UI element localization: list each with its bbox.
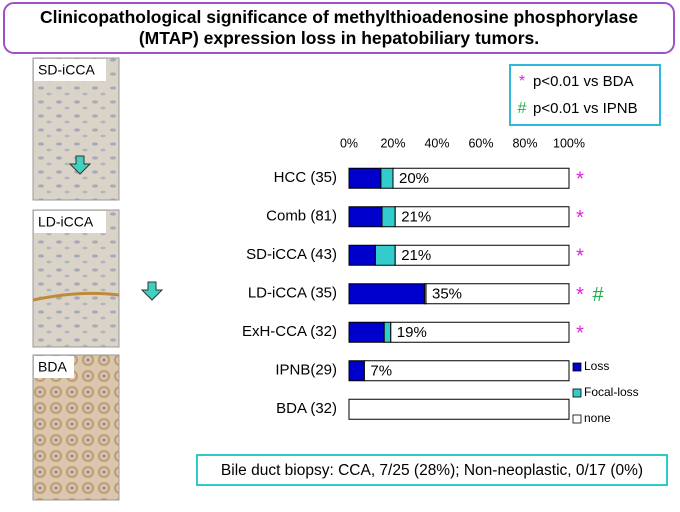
panel-label-bg (34, 356, 74, 378)
legend-label: none (584, 411, 611, 425)
sig-marker: # (592, 284, 604, 306)
title-box (3, 2, 675, 54)
sig-marker: * (576, 323, 584, 345)
sig-symbol: # (518, 100, 527, 117)
bar-segment (374, 244, 396, 266)
panel-label: SD-iCCA (38, 62, 95, 78)
bar-segment (383, 321, 392, 343)
bar-segment (394, 244, 570, 266)
panel-label: LD-iCCA (38, 214, 94, 230)
sig-symbol: * (519, 73, 525, 90)
y-tick-label: IPNB(29) (275, 362, 337, 379)
sig-marker: * (576, 207, 584, 229)
bar-label: 35% (432, 286, 462, 303)
y-tick-label: SD-iCCA (43) (246, 246, 337, 263)
bar-segment (425, 283, 570, 305)
title-wrap: Clinicopathological significance of meth… (39, 7, 638, 48)
bar-segment (394, 206, 570, 228)
bar-segment (392, 167, 570, 189)
legend-label: Focal-loss (584, 385, 639, 399)
x-tick-label: 20% (380, 136, 405, 150)
x-tick-label: 40% (424, 136, 449, 150)
y-tick-label: BDA (32) (276, 400, 337, 417)
sig-marker: * (576, 169, 584, 191)
bar-segment (348, 167, 382, 189)
significance-box (509, 64, 661, 126)
sig-marker: * (576, 284, 584, 306)
bar-label: 19% (397, 324, 427, 341)
x-tick-label: 80% (512, 136, 537, 150)
panel-label-bg (34, 59, 106, 81)
note-box (196, 454, 668, 486)
bar-segment (348, 360, 365, 382)
arrow (68, 155, 92, 175)
panel-label: BDA (38, 359, 67, 375)
micrograph (32, 57, 120, 201)
stained-duct (32, 291, 120, 302)
x-tick-label: 60% (468, 136, 493, 150)
bar-label: 21% (401, 209, 431, 226)
y-tick-label: ExH-CCA (32) (242, 323, 337, 340)
bar-segment (380, 167, 394, 189)
legend-swatch (572, 362, 582, 372)
arrow (140, 281, 164, 301)
chart-title: Clinicopathological significance of meth… (39, 7, 638, 48)
y-tick-label: LD-iCCA (35) (248, 285, 337, 302)
bar-segment (381, 206, 396, 228)
x-tick-label: 0% (340, 136, 358, 150)
sig-text: p<0.01 vs IPNB (533, 100, 638, 117)
legend-swatch (572, 388, 582, 398)
legend-swatch (572, 414, 582, 424)
bar-segment (390, 321, 570, 343)
bar-segment (348, 244, 376, 266)
micrograph (32, 354, 120, 501)
legend-label: Loss (584, 359, 609, 373)
sig-text: p<0.01 vs BDA (533, 73, 633, 90)
bar-label: 21% (401, 247, 431, 264)
y-tick-label: HCC (35) (274, 169, 337, 186)
bar-segment (348, 321, 385, 343)
sig-marker: * (576, 246, 584, 268)
bar-label: 20% (399, 170, 429, 187)
bar-segment (348, 206, 383, 228)
note: Bile duct biopsy: CCA, 7/25 (28%); Non-n… (221, 462, 643, 479)
panel-label-bg (34, 211, 106, 233)
bar-segment (363, 360, 570, 382)
bar-label: 7% (370, 363, 392, 380)
bar-segment (348, 283, 425, 305)
y-tick-label: Comb (81) (266, 208, 337, 225)
x-tick-label: 100% (553, 136, 585, 150)
bar-segment (348, 398, 570, 420)
